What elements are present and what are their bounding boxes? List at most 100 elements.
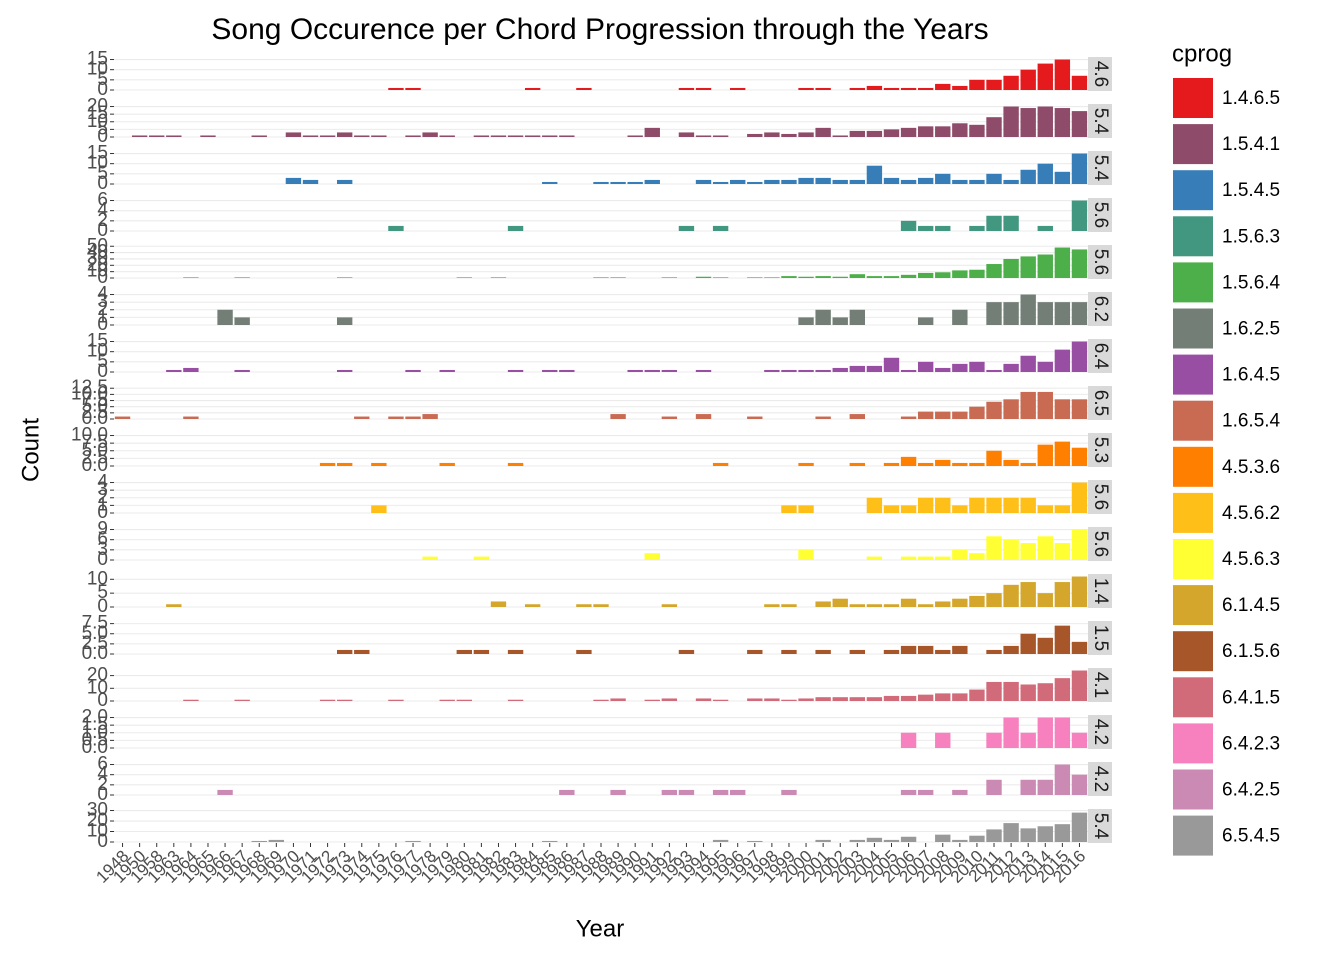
- bar: [712, 699, 729, 701]
- bar: [234, 369, 250, 372]
- bar: [969, 179, 985, 184]
- bar: [832, 317, 848, 325]
- y-tick-label: 0: [97, 690, 108, 711]
- bar: [798, 276, 814, 278]
- bar: [644, 369, 660, 372]
- bar: [1071, 341, 1088, 372]
- bar: [1037, 361, 1053, 372]
- bar: [1037, 391, 1053, 419]
- bar: [114, 416, 131, 419]
- bar: [866, 85, 883, 90]
- bar: [1071, 641, 1088, 654]
- bar: [900, 220, 917, 231]
- bar: [678, 225, 695, 231]
- bar: [1020, 69, 1036, 90]
- bar: [695, 276, 712, 278]
- y-tick-label: 20: [87, 810, 108, 831]
- bar: [952, 123, 968, 137]
- bar: [422, 132, 438, 137]
- bar: [883, 177, 900, 184]
- y-tick-label: 0.5: [82, 729, 108, 750]
- bar: [815, 127, 831, 137]
- bar: [935, 601, 951, 607]
- bar: [217, 309, 233, 325]
- y-tick-label: 0: [97, 314, 108, 335]
- y-tick-label: 1.0: [82, 722, 108, 743]
- bar: [935, 272, 951, 278]
- bar: [935, 649, 951, 654]
- bar: [593, 277, 609, 278]
- bar: [969, 361, 985, 372]
- bar: [986, 215, 1002, 231]
- bar: [917, 694, 934, 701]
- bar: [251, 840, 267, 842]
- bar: [610, 414, 626, 419]
- bar: [1020, 582, 1036, 607]
- bar: [798, 549, 814, 560]
- legend-swatch: [1171, 537, 1215, 581]
- legend-swatch: [1171, 629, 1215, 674]
- facet-strip: [1088, 809, 1112, 843]
- bar: [371, 135, 387, 137]
- bar: [866, 837, 883, 842]
- bar: [832, 697, 848, 701]
- bar: [781, 699, 797, 701]
- bar: [507, 699, 524, 701]
- bar: [900, 179, 917, 184]
- bar: [1071, 249, 1088, 278]
- bar: [183, 699, 199, 701]
- facet-strip: [1088, 621, 1112, 655]
- bar: [798, 87, 814, 90]
- bar: [593, 181, 609, 184]
- bar: [1071, 111, 1088, 137]
- y-tick-label: 3: [97, 479, 108, 500]
- y-tick-label: 7.5: [82, 390, 108, 411]
- bar: [883, 695, 900, 701]
- legend-swatch: [1171, 168, 1215, 213]
- legend-label: 6.4.1.5: [1222, 687, 1280, 708]
- bar: [866, 697, 883, 701]
- bar: [935, 83, 951, 90]
- y-tick-label: 15: [87, 331, 108, 352]
- bar: [917, 497, 934, 513]
- bar: [986, 264, 1002, 278]
- bar: [1037, 779, 1053, 795]
- legend-swatch: [1171, 398, 1215, 443]
- facet-strip: [1088, 433, 1112, 467]
- y-tick-label: 10: [87, 821, 108, 842]
- bar: [764, 179, 780, 184]
- bar: [1037, 637, 1053, 654]
- facet-strip: [1088, 386, 1112, 420]
- bar: [1054, 505, 1071, 513]
- facet-label: 6.5: [1090, 390, 1111, 416]
- bar: [712, 277, 729, 278]
- bar: [507, 649, 524, 654]
- bar: [149, 135, 165, 137]
- bar: [883, 357, 900, 372]
- bar: [405, 369, 421, 372]
- bar: [900, 127, 917, 137]
- legend-swatch: [1171, 767, 1215, 812]
- bar: [764, 132, 780, 137]
- bar: [1054, 247, 1071, 278]
- bar: [559, 789, 575, 795]
- bar: [849, 697, 866, 701]
- bar: [917, 126, 934, 137]
- y-tick-label: 5: [97, 118, 108, 139]
- bar: [524, 87, 541, 90]
- bar: [524, 604, 541, 607]
- legend-swatch: [1171, 76, 1215, 120]
- bar: [866, 604, 883, 607]
- bar: [952, 505, 968, 513]
- facet-strip: [1088, 151, 1112, 185]
- bar: [1054, 441, 1071, 466]
- bar: [354, 135, 370, 137]
- bar: [952, 411, 968, 419]
- bar: [1003, 363, 1019, 372]
- bar: [952, 85, 968, 90]
- y-tick-label: 0: [97, 831, 108, 852]
- facet-strip: [1088, 762, 1112, 796]
- y-tick-label: 50: [87, 235, 108, 256]
- legend-swatch: [1171, 721, 1215, 766]
- bar: [952, 789, 968, 795]
